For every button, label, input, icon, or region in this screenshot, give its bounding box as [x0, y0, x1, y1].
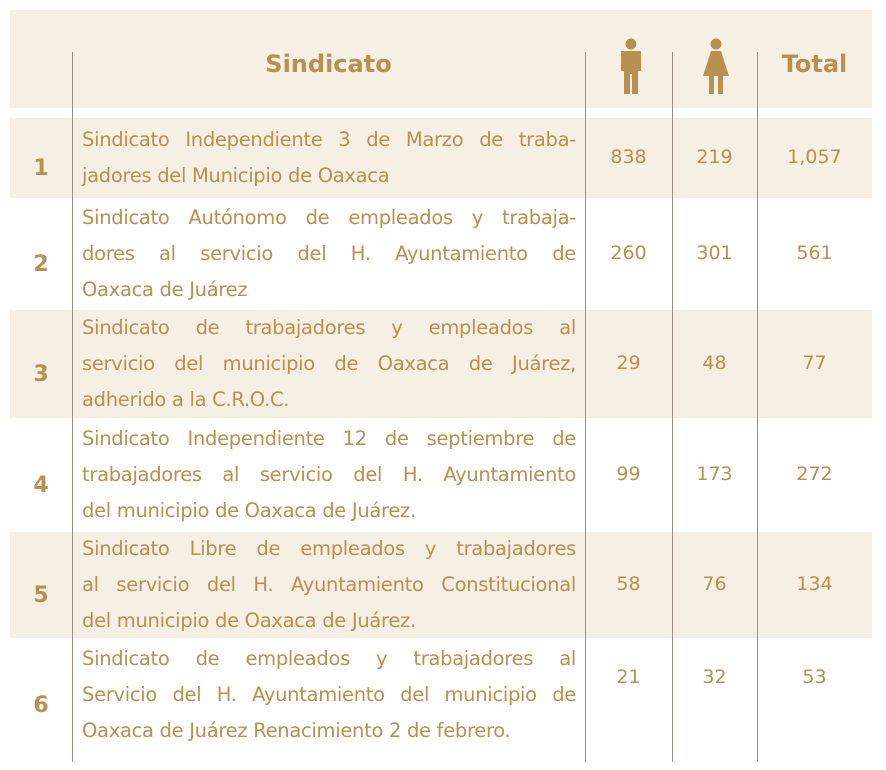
name-line: Sindicato Libre de empleados y trabajado…	[82, 537, 576, 560]
row-name: Sindicato Independiente 3 de Marzo de tr…	[82, 122, 576, 194]
women-cell: 32	[702, 666, 727, 688]
total-cell: 134	[796, 573, 833, 595]
row-number: 1	[33, 156, 49, 181]
men-cell: 58	[616, 573, 641, 595]
row-band	[10, 118, 872, 198]
column-line	[757, 52, 758, 762]
women-cell: 301	[696, 242, 733, 264]
row-number: 5	[33, 583, 49, 608]
row-name: Sindicato Libre de empleados y trabajado…	[82, 531, 576, 639]
name-line: Sindicato Autónomo de empleados y trabaj…	[82, 206, 576, 229]
name-line: del municipio de Oaxaca de Juárez.	[82, 609, 416, 632]
name-line: Oaxaca de Juárez	[82, 278, 248, 301]
row-number: 2	[33, 252, 49, 277]
women-cell: 173	[696, 463, 733, 485]
men-cell: 838	[610, 146, 647, 168]
name-line: Sindicato Independiente 3 de Marzo de tr…	[82, 128, 576, 151]
name-line: del municipio de Oaxaca de Juárez.	[82, 499, 416, 522]
column-line	[72, 52, 73, 762]
men-cell: 29	[616, 352, 641, 374]
total-cell: 272	[796, 463, 833, 485]
row-number: 4	[33, 473, 49, 498]
header-total: Total	[781, 50, 848, 78]
men-cell: 21	[616, 666, 641, 688]
women-cell: 76	[702, 573, 727, 595]
column-line	[585, 52, 586, 762]
name-line: servicio del municipio de Oaxaca de Juár…	[82, 352, 576, 375]
name-line: al servicio del H. Ayuntamiento Constitu…	[82, 573, 576, 596]
row-number: 3	[33, 362, 49, 387]
woman-icon	[703, 38, 729, 94]
men-cell: 99	[616, 463, 641, 485]
total-cell: 77	[802, 352, 827, 374]
name-line: Sindicato de trabajadores y empleados al	[82, 316, 576, 339]
row-band	[10, 532, 872, 638]
row-name: Sindicato Autónomo de empleados y trabaj…	[82, 200, 576, 308]
row-name: Sindicato de trabajadores y empleados al…	[82, 310, 576, 418]
man-icon	[621, 38, 641, 94]
row-number: 6	[33, 693, 49, 718]
women-cell: 219	[696, 146, 733, 168]
name-line: Oaxaca de Juárez Renacimiento 2 de febre…	[82, 719, 511, 742]
row-name: Sindicato de empleados y trabajadores al…	[82, 641, 576, 749]
row-band	[10, 310, 872, 418]
header-band	[10, 10, 872, 108]
name-line: Sindicato Independiente 12 de septiembre…	[82, 427, 576, 450]
name-line: Servicio del H. Ayuntamiento del municip…	[82, 683, 576, 706]
total-cell: 561	[796, 242, 833, 264]
row-name: Sindicato Independiente 12 de septiembre…	[82, 421, 576, 529]
name-line: trabajadores al servicio del H. Ayuntami…	[82, 463, 576, 486]
column-line	[672, 52, 673, 762]
men-cell: 260	[610, 242, 647, 264]
name-line: Sindicato de empleados y trabajadores al	[82, 647, 576, 670]
name-line: dores al servicio del H. Ayuntamiento de	[82, 242, 576, 265]
header-name: Sindicato	[265, 50, 392, 78]
women-cell: 48	[702, 352, 727, 374]
name-line: adherido a la C.R.O.C.	[82, 388, 290, 411]
name-line: jadores del Municipio de Oaxaca	[82, 164, 390, 187]
total-cell: 1,057	[787, 146, 842, 168]
total-cell: 53	[802, 666, 827, 688]
